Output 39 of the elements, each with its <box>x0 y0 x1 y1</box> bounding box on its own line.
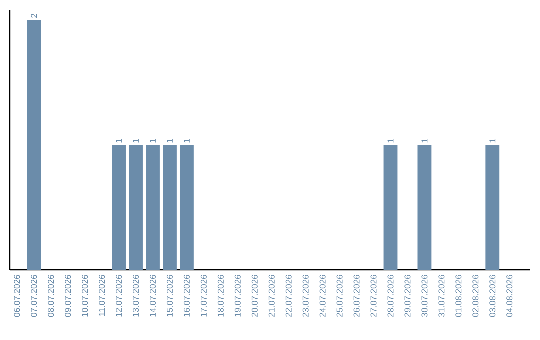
data-label: 2 <box>31 14 38 18</box>
x-tick-label: 03.08.2026 <box>490 275 496 318</box>
x-tick-label: 24.07.2026 <box>320 275 326 317</box>
x-tick-label: 22.07.2026 <box>286 275 292 317</box>
data-label: 1 <box>133 139 139 143</box>
x-tick-label: 29.07.2026 <box>404 275 411 317</box>
x-tick-label: 11.07.2026 <box>99 275 106 316</box>
x-tick-label: 27.07.2026 <box>370 275 377 317</box>
x-tick-label: 08.07.2026 <box>48 275 54 318</box>
x-tick-label: 07.07.2026 <box>31 275 38 318</box>
x-tick-label: 30.07.2026 <box>422 275 428 318</box>
data-label: 1 <box>184 139 190 143</box>
x-tick-label: 13.07.2026 <box>132 275 140 317</box>
x-tick-label: 28.07.2026 <box>388 275 394 317</box>
x-tick-label: 31.07.2026 <box>438 275 445 318</box>
x-tick-label: 26.07.2026 <box>354 275 360 317</box>
x-tick-label: 09.07.2026 <box>65 275 72 318</box>
x-tick-label: 20.07.2026 <box>252 275 258 317</box>
x-tick-label: 16.07.2026 <box>184 275 190 317</box>
x-tick-label: 15.07.2026 <box>166 275 173 317</box>
x-tick-label: 17.07.2026 <box>200 275 207 317</box>
data-label: 1 <box>388 139 394 143</box>
x-tick-label: 19.07.2026 <box>234 275 241 317</box>
data-label: 1 <box>167 139 173 143</box>
x-tick-label: 21.07.2026 <box>268 275 275 317</box>
x-tick-label: 25.07.2026 <box>336 275 343 317</box>
x-tick-label: 12.07.2026 <box>116 275 122 317</box>
x-tick-label: 14.07.2026 <box>150 275 156 317</box>
data-label: 1 <box>150 139 156 143</box>
x-tick-label: 10.07.2026 <box>82 275 88 317</box>
data-label: 1 <box>422 139 428 143</box>
x-tick-label: 04.08.2026 <box>506 275 513 318</box>
data-label: 1 <box>490 139 496 143</box>
x-tick-label: 02.08.2026 <box>472 275 479 318</box>
data-label: 1 <box>116 139 122 143</box>
x-tick-label: 18.07.2026 <box>218 275 224 317</box>
x-tick-label: 23.07.2026 <box>302 275 309 317</box>
x-tick-label: 06.07.2026 <box>14 275 20 318</box>
x-tick-label: 01.08.2026 <box>456 275 462 318</box>
